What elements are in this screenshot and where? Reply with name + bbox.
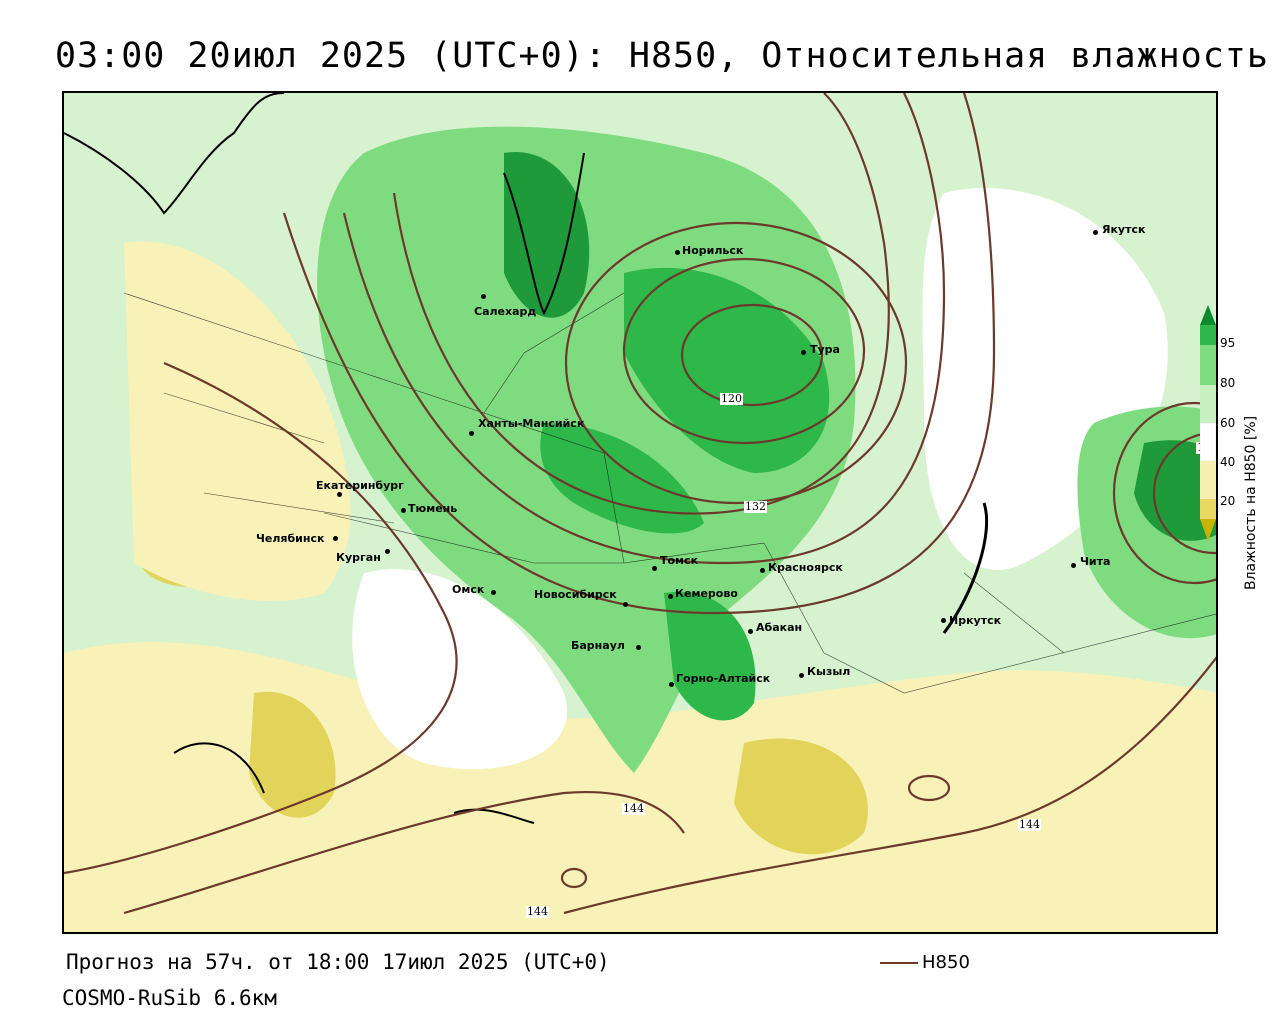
city-label-barnaul: Барнаул [571, 639, 625, 652]
city-label-novosibirsk: Новосибирск [534, 588, 617, 601]
city-dot-kyzyl [799, 673, 804, 678]
city-dot-gorno [669, 682, 674, 687]
city-dot-chelyabinsk [333, 536, 338, 541]
humidity-very-wet-core-2 [624, 267, 830, 473]
caspian-shore [173, 742, 265, 794]
contour-128 [564, 221, 908, 505]
colorbar-tick-80: 80 [1220, 376, 1236, 390]
colorbar [1200, 305, 1216, 541]
contour-136 [342, 93, 946, 565]
coastline-yamal [503, 152, 585, 316]
humidity-very-dry-patch-1 [249, 691, 336, 818]
city-label-omsk: Омск [452, 583, 485, 596]
contour-label-144-b: 144 [1018, 818, 1041, 831]
forecast-info: Прогноз на 57ч. от 18:00 17июл 2025 (UTC… [66, 950, 610, 974]
city-label-kyzyl: Кызыл [807, 665, 851, 678]
city-label-kurgan: Курган [336, 551, 381, 564]
contour-label-132: 132 [744, 500, 767, 513]
city-dot-barnaul [636, 645, 641, 650]
city-label-chelyabinsk: Челябинск [256, 532, 325, 545]
city-dot-abakan [748, 629, 753, 634]
humidity-very-wet-core-3 [540, 423, 704, 534]
colorbar-tick-40: 40 [1220, 455, 1236, 469]
contour-124 [622, 257, 866, 445]
city-label-kemerovo: Кемерово [675, 587, 738, 600]
lake-baikal [942, 502, 989, 634]
colorbar-label: Влажность на H850 [%] [1243, 415, 1259, 590]
city-label-irkutsk: Иркутск [949, 614, 1002, 627]
city-dot-chita [1071, 563, 1076, 568]
city-dot-norilsk [675, 250, 680, 255]
city-label-norilsk: Норильск [682, 244, 744, 257]
humidity-field [64, 93, 1216, 932]
contour-small-1 [907, 774, 951, 802]
colorbar-tick-20: 20 [1220, 494, 1236, 508]
city-dot-irkutsk [941, 618, 946, 623]
humidity-very-wet-core-1 [504, 152, 590, 318]
city-dot-khanty [469, 431, 474, 436]
city-label-salekhard: Салехард [474, 305, 537, 318]
humidity-dry-area-west [124, 241, 351, 602]
city-dot-ekb [337, 492, 342, 497]
contour-132-main [392, 93, 890, 515]
city-label-chita: Чита [1080, 555, 1111, 568]
contour-small-2 [560, 867, 588, 889]
contour-144-south [123, 791, 685, 915]
h850-legend-line [880, 962, 918, 964]
city-label-tomsk: Томск [660, 554, 699, 567]
humidity-very-wet-core-4 [664, 591, 756, 721]
humidity-very-dry-patch-2 [734, 738, 868, 855]
city-dot-tyumen [401, 508, 406, 513]
contour-144-se [563, 656, 1216, 915]
humidity-mid-area-south [352, 569, 568, 770]
map-title: 03:00 20июл 2025 (UTC+0): H850, Относите… [55, 36, 1269, 76]
contour-label-144-a: 144 [622, 802, 645, 815]
city-label-khanty: Ханты-Мансийск [478, 417, 585, 430]
colorbar-tick-60: 60 [1220, 416, 1236, 430]
city-label-tura: Тура [810, 343, 840, 356]
city-dot-tura [801, 350, 806, 355]
contour-120 [680, 303, 824, 407]
city-dot-novosibirsk [623, 602, 628, 607]
city-dot-salekhard [481, 294, 486, 299]
city-label-yakutsk: Якутск [1102, 223, 1146, 236]
city-dot-tomsk [652, 566, 657, 571]
city-dot-kemerovo [668, 594, 673, 599]
model-name: COSMO-RuSib 6.6км [62, 986, 277, 1010]
city-label-gorno: Горно-Алтайск [676, 672, 771, 685]
coastline-north [64, 93, 285, 215]
city-dot-omsk [491, 590, 496, 595]
contour-140 [282, 93, 996, 615]
lake-balkhash [453, 808, 535, 824]
city-label-tyumen: Тюмень [408, 502, 458, 515]
humidity-very-wet-core-east [1134, 440, 1216, 541]
colorbar-tick-95: 95 [1220, 336, 1236, 350]
weather-map: 120 132 132 144 144 144 Норильск Салехар… [62, 91, 1218, 934]
humidity-dry-area-south [64, 642, 1216, 932]
contour-label-144-c: 144 [526, 905, 549, 918]
contour-132-east [1112, 401, 1216, 585]
admin-borders [123, 292, 1216, 694]
city-dot-yakutsk [1093, 230, 1098, 235]
city-dot-krasnoyarsk [760, 568, 765, 573]
city-label-abakan: Абакан [756, 621, 803, 634]
contour-144-west [64, 361, 458, 875]
city-dot-kurgan [385, 549, 390, 554]
city-label-krasnoyarsk: Красноярск [768, 561, 843, 574]
city-label-ekb: Екатеринбург [316, 479, 404, 492]
h850-legend-label: H850 [922, 952, 970, 973]
contour-label-120: 120 [720, 392, 743, 405]
h850-contours [64, 93, 1216, 915]
